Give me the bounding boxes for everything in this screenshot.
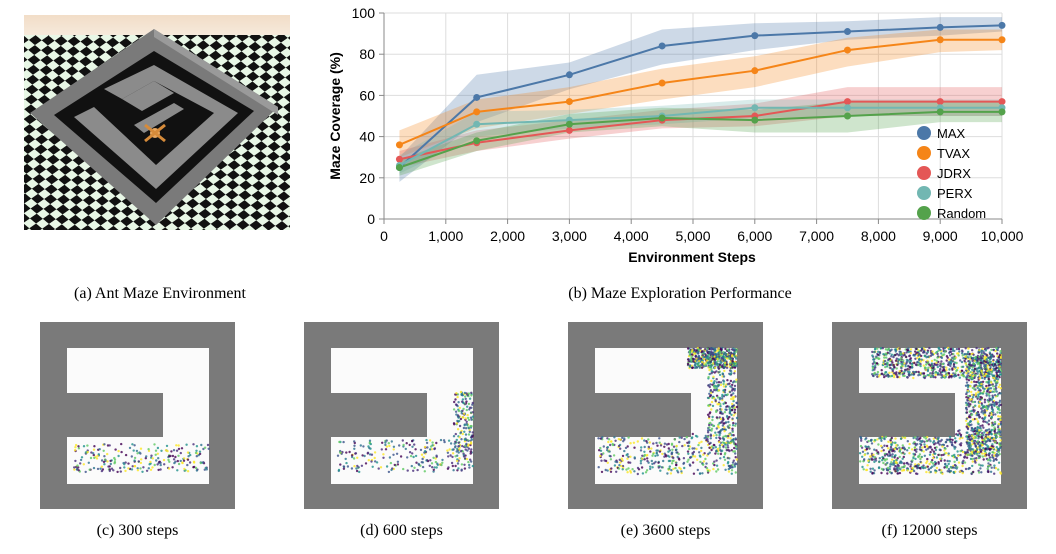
point-random [395, 164, 403, 171]
point-jdrx [565, 126, 573, 134]
coverage-chart: 0 1,000 2,000 3,000 4,000 5,000 6,000 7,000 8,00… [320, 0, 1040, 270]
legend-marker-jdrx [917, 166, 931, 180]
point-random [844, 112, 851, 120]
x-tick-label: 0 [380, 228, 388, 244]
y-tick-label: 60 [359, 87, 375, 103]
point-tvax [395, 141, 403, 149]
series-line-max [398, 24, 1003, 169]
point-tvax [936, 36, 944, 44]
point-tvax [998, 36, 1006, 44]
point-tvax [473, 108, 481, 116]
point-max [565, 71, 573, 79]
x-tick-label: 6,000 [737, 228, 772, 244]
legend-marker-random [917, 206, 931, 220]
point-random [658, 114, 666, 122]
y-tick-label: 0 [367, 211, 375, 227]
exploration-map-600 [304, 322, 499, 509]
x-tick-label: 4,000 [614, 228, 649, 244]
x-tick-label: 7,000 [799, 228, 834, 244]
point-max [936, 23, 944, 31]
point-jdrx [844, 98, 851, 106]
point-max [751, 32, 759, 40]
point-max [658, 42, 666, 50]
legend-marker-tvax [917, 146, 931, 160]
x-tick-label: 8,000 [861, 228, 896, 244]
series-line-perx [398, 106, 1002, 167]
y-tick-label: 40 [359, 129, 375, 145]
legend-marker-max [917, 126, 931, 140]
x-tick-label: 1,000 [428, 228, 463, 244]
caption-a: (a) Ant Maze Environment [74, 285, 246, 302]
point-random [751, 116, 759, 124]
point-max [844, 28, 851, 36]
exploration-map-3600 [568, 322, 763, 509]
y-tick-label: 100 [352, 5, 376, 21]
band-tvax [399, 29, 1002, 158]
point-jdrx [395, 155, 403, 163]
x-tick-label: 3,000 [552, 228, 587, 244]
point-max [998, 21, 1006, 29]
caption-c: (c) 300 steps [96, 522, 179, 539]
band-perx [399, 99, 1002, 174]
point-perx [751, 104, 759, 112]
series-line-jdrx [399, 100, 1002, 161]
y-tick-label: 80 [359, 46, 375, 62]
point-perx [473, 120, 481, 128]
point-tvax [844, 46, 851, 54]
x-axis-label: Environment Steps [628, 249, 756, 265]
point-tvax [565, 98, 573, 106]
caption-e: (e) 3600 steps [620, 522, 711, 539]
y-axis-label: Maze Coverage (%) [327, 52, 343, 180]
exploration-map-12000 [832, 322, 1027, 509]
x-tick-label: 10,000 [981, 228, 1024, 244]
trajectory-points [597, 346, 739, 476]
series-line-tvax [399, 38, 1002, 146]
exploration-map-300 [40, 322, 235, 509]
point-max [473, 93, 481, 101]
legend-label-tvax: TVAX [937, 146, 970, 161]
legend-label-random: Random [937, 206, 986, 221]
legend-label-perx: PERX [937, 186, 973, 201]
point-random [936, 108, 944, 116]
point-tvax [658, 79, 666, 87]
x-tick-label: 2,000 [490, 228, 525, 244]
trajectory-points [858, 346, 1003, 476]
ant-maze-image [24, 15, 290, 230]
trajectory-points [336, 390, 475, 474]
band-max [399, 17, 1002, 182]
legend-label-jdrx: JDRX [937, 166, 971, 181]
x-tick-label: 5,000 [675, 228, 710, 244]
point-tvax [751, 67, 759, 75]
legend-marker-perx [917, 186, 931, 200]
x-tick-label: 9,000 [923, 228, 958, 244]
coverage-chart-svg: 0 1,000 2,000 3,000 4,000 5,000 6,000 7,000 8,00… [327, 5, 1024, 265]
ant-robot-icon [144, 123, 166, 143]
y-tick-label: 20 [359, 170, 375, 186]
point-random [473, 137, 481, 145]
caption-b: (b) Maze Exploration Performance [568, 285, 792, 302]
point-random [998, 108, 1006, 116]
point-jdrx [936, 98, 944, 106]
point-jdrx [998, 98, 1006, 106]
caption-f: (f) 12000 steps [881, 522, 978, 539]
point-random [565, 120, 573, 128]
point-perx [844, 104, 851, 112]
legend-label-max: MAX [937, 126, 966, 141]
caption-d: (d) 600 steps [360, 522, 443, 539]
trajectory-points [73, 442, 210, 474]
series-line-random [399, 110, 1002, 169]
